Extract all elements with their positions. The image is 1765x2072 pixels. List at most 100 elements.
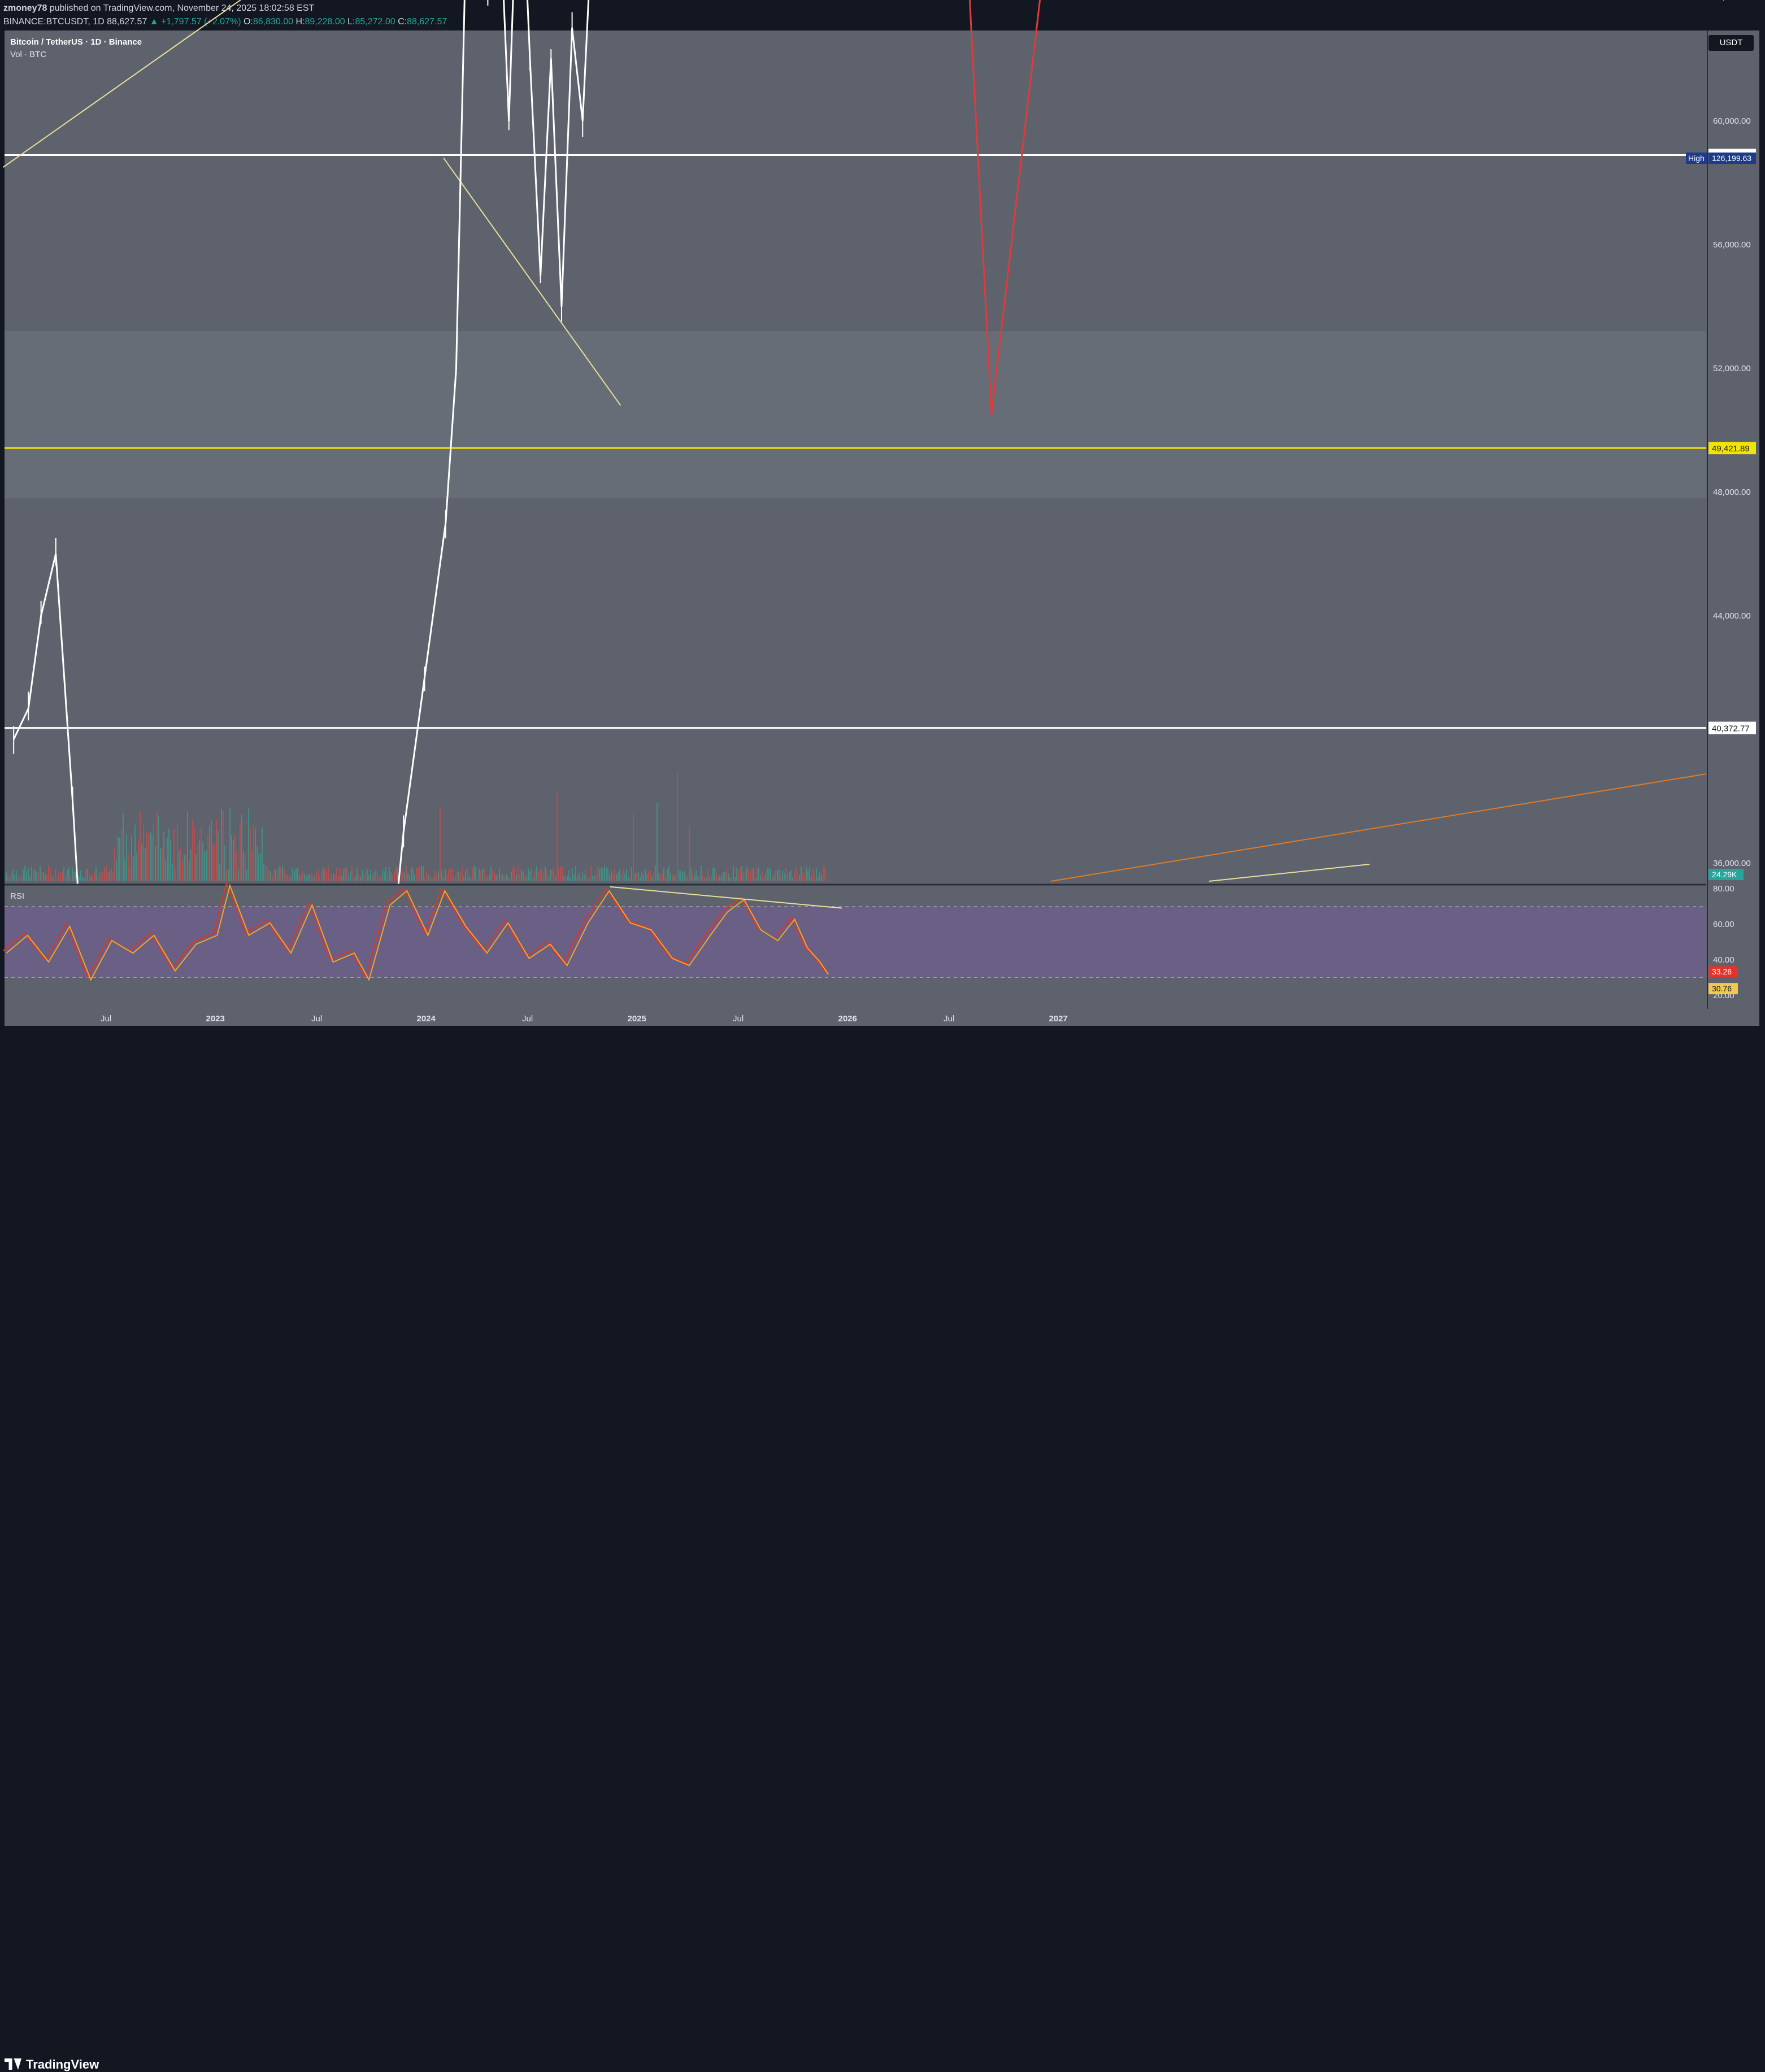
volume-bar	[677, 772, 678, 881]
volume-bar	[560, 866, 561, 881]
volume-bar	[245, 854, 246, 881]
volume-bar	[185, 854, 186, 881]
volume-bar	[6, 872, 7, 881]
volume-bar	[226, 869, 227, 881]
volume-bar	[9, 877, 10, 881]
chart-canvas[interactable]	[5, 31, 1759, 1026]
rsi-line[interactable]	[2, 881, 826, 980]
author-name[interactable]: zmoney78	[3, 3, 47, 13]
volume-bar	[653, 872, 654, 881]
volume-bar	[90, 877, 92, 881]
volume-bar	[546, 869, 547, 881]
volume-bar	[311, 873, 312, 881]
volume-bar	[780, 875, 781, 881]
volume-bar	[23, 869, 24, 881]
volume-bar	[494, 871, 495, 881]
volume-bar	[180, 847, 181, 881]
volume-bar	[773, 874, 775, 881]
volume-bar	[18, 877, 19, 881]
volume-bar	[7, 874, 8, 881]
volume-bar	[570, 877, 571, 881]
volume-bar	[655, 865, 656, 881]
volume-bar	[124, 859, 125, 881]
volume-bar	[216, 820, 217, 881]
volume-bar	[811, 876, 812, 881]
volume-bar	[267, 866, 268, 881]
volume-bar	[51, 877, 53, 881]
price-line[interactable]	[12, 0, 825, 1051]
volume-bar	[207, 835, 208, 881]
rsi-legend: RSI	[10, 891, 25, 901]
volume-bar	[299, 875, 300, 881]
volume-bar	[375, 869, 376, 881]
volume-bar	[46, 874, 47, 881]
volume-bar	[348, 874, 349, 881]
currency-button[interactable]: USDT	[1709, 35, 1754, 51]
volume-bar	[795, 867, 797, 881]
chart-svg[interactable]: 126,081.03100,031.2065,302.0358,895.4549…	[0, 0, 1765, 1051]
volume-bar	[490, 866, 492, 881]
volume-bar	[28, 868, 29, 881]
time-tick-label: Jul	[733, 1014, 744, 1024]
volume-bar	[590, 865, 592, 881]
volume-bar	[575, 866, 576, 881]
volume-bar	[92, 874, 93, 881]
volume-bar	[21, 875, 22, 881]
volume-bar	[89, 873, 90, 881]
volume-bar	[775, 870, 776, 881]
volume-bar	[611, 870, 612, 881]
volume-bar	[809, 867, 810, 881]
price-level-tag	[1709, 442, 1756, 455]
legend-title: Bitcoin / TetherUS · 1D · Binance	[10, 37, 142, 47]
close-value: 88,627.57	[407, 17, 447, 27]
price-level-tag-label: 49,421.89	[1712, 444, 1750, 454]
volume-bar	[446, 876, 447, 881]
orange-trendline[interactable]	[1050, 773, 1707, 882]
low-label: L:	[347, 17, 355, 27]
volume-bar	[465, 870, 466, 881]
trendline[interactable]	[2, 0, 1491, 168]
volume-bar	[582, 871, 583, 881]
up-arrow-icon: ▲	[149, 17, 159, 27]
volume-bar	[253, 823, 254, 881]
volume-bar	[558, 868, 559, 881]
volume-bar	[670, 873, 671, 881]
horizontal-levels-layer	[5, 154, 1706, 729]
trendline-segment[interactable]	[1208, 864, 1370, 882]
volume-bar	[29, 877, 31, 881]
volume-bar	[234, 834, 236, 881]
low-value: 85,272.00	[355, 17, 395, 27]
volume-bar	[353, 877, 354, 881]
price-tick-label: 48,000.00	[1713, 487, 1751, 497]
volume-bar	[626, 869, 627, 881]
volume-bar	[285, 874, 286, 881]
rsi-trendline[interactable]	[610, 886, 842, 909]
volume-bar	[638, 871, 639, 881]
last-price: 88,627.57	[107, 17, 147, 27]
volume-bar	[682, 872, 683, 881]
volume-bar	[577, 876, 578, 881]
volume-bar	[768, 868, 770, 881]
price-tick-label: 64,000.00	[1713, 0, 1751, 2]
volume-bar	[170, 839, 171, 881]
volume-bar	[665, 876, 666, 881]
projection-path[interactable]	[825, 0, 1055, 415]
volume-bar	[804, 874, 805, 881]
volume-bar	[197, 843, 198, 881]
volume-bar	[521, 869, 522, 881]
volume-bar	[306, 876, 307, 881]
volume-bar	[599, 869, 600, 881]
volume-bar	[262, 827, 263, 881]
volume-bar	[31, 867, 32, 881]
trendline[interactable]	[443, 158, 621, 406]
volume-bar	[424, 877, 425, 881]
volume-bar	[345, 868, 346, 881]
volume-bar	[214, 844, 215, 881]
volume-bar	[624, 873, 625, 881]
volume-bar	[87, 869, 88, 881]
price-change: +1,797.57 (+2.07%)	[161, 17, 241, 27]
volume-bar	[116, 860, 117, 881]
volume-bar	[231, 834, 232, 881]
volume-bar	[182, 861, 183, 881]
volume-bar	[153, 824, 154, 881]
